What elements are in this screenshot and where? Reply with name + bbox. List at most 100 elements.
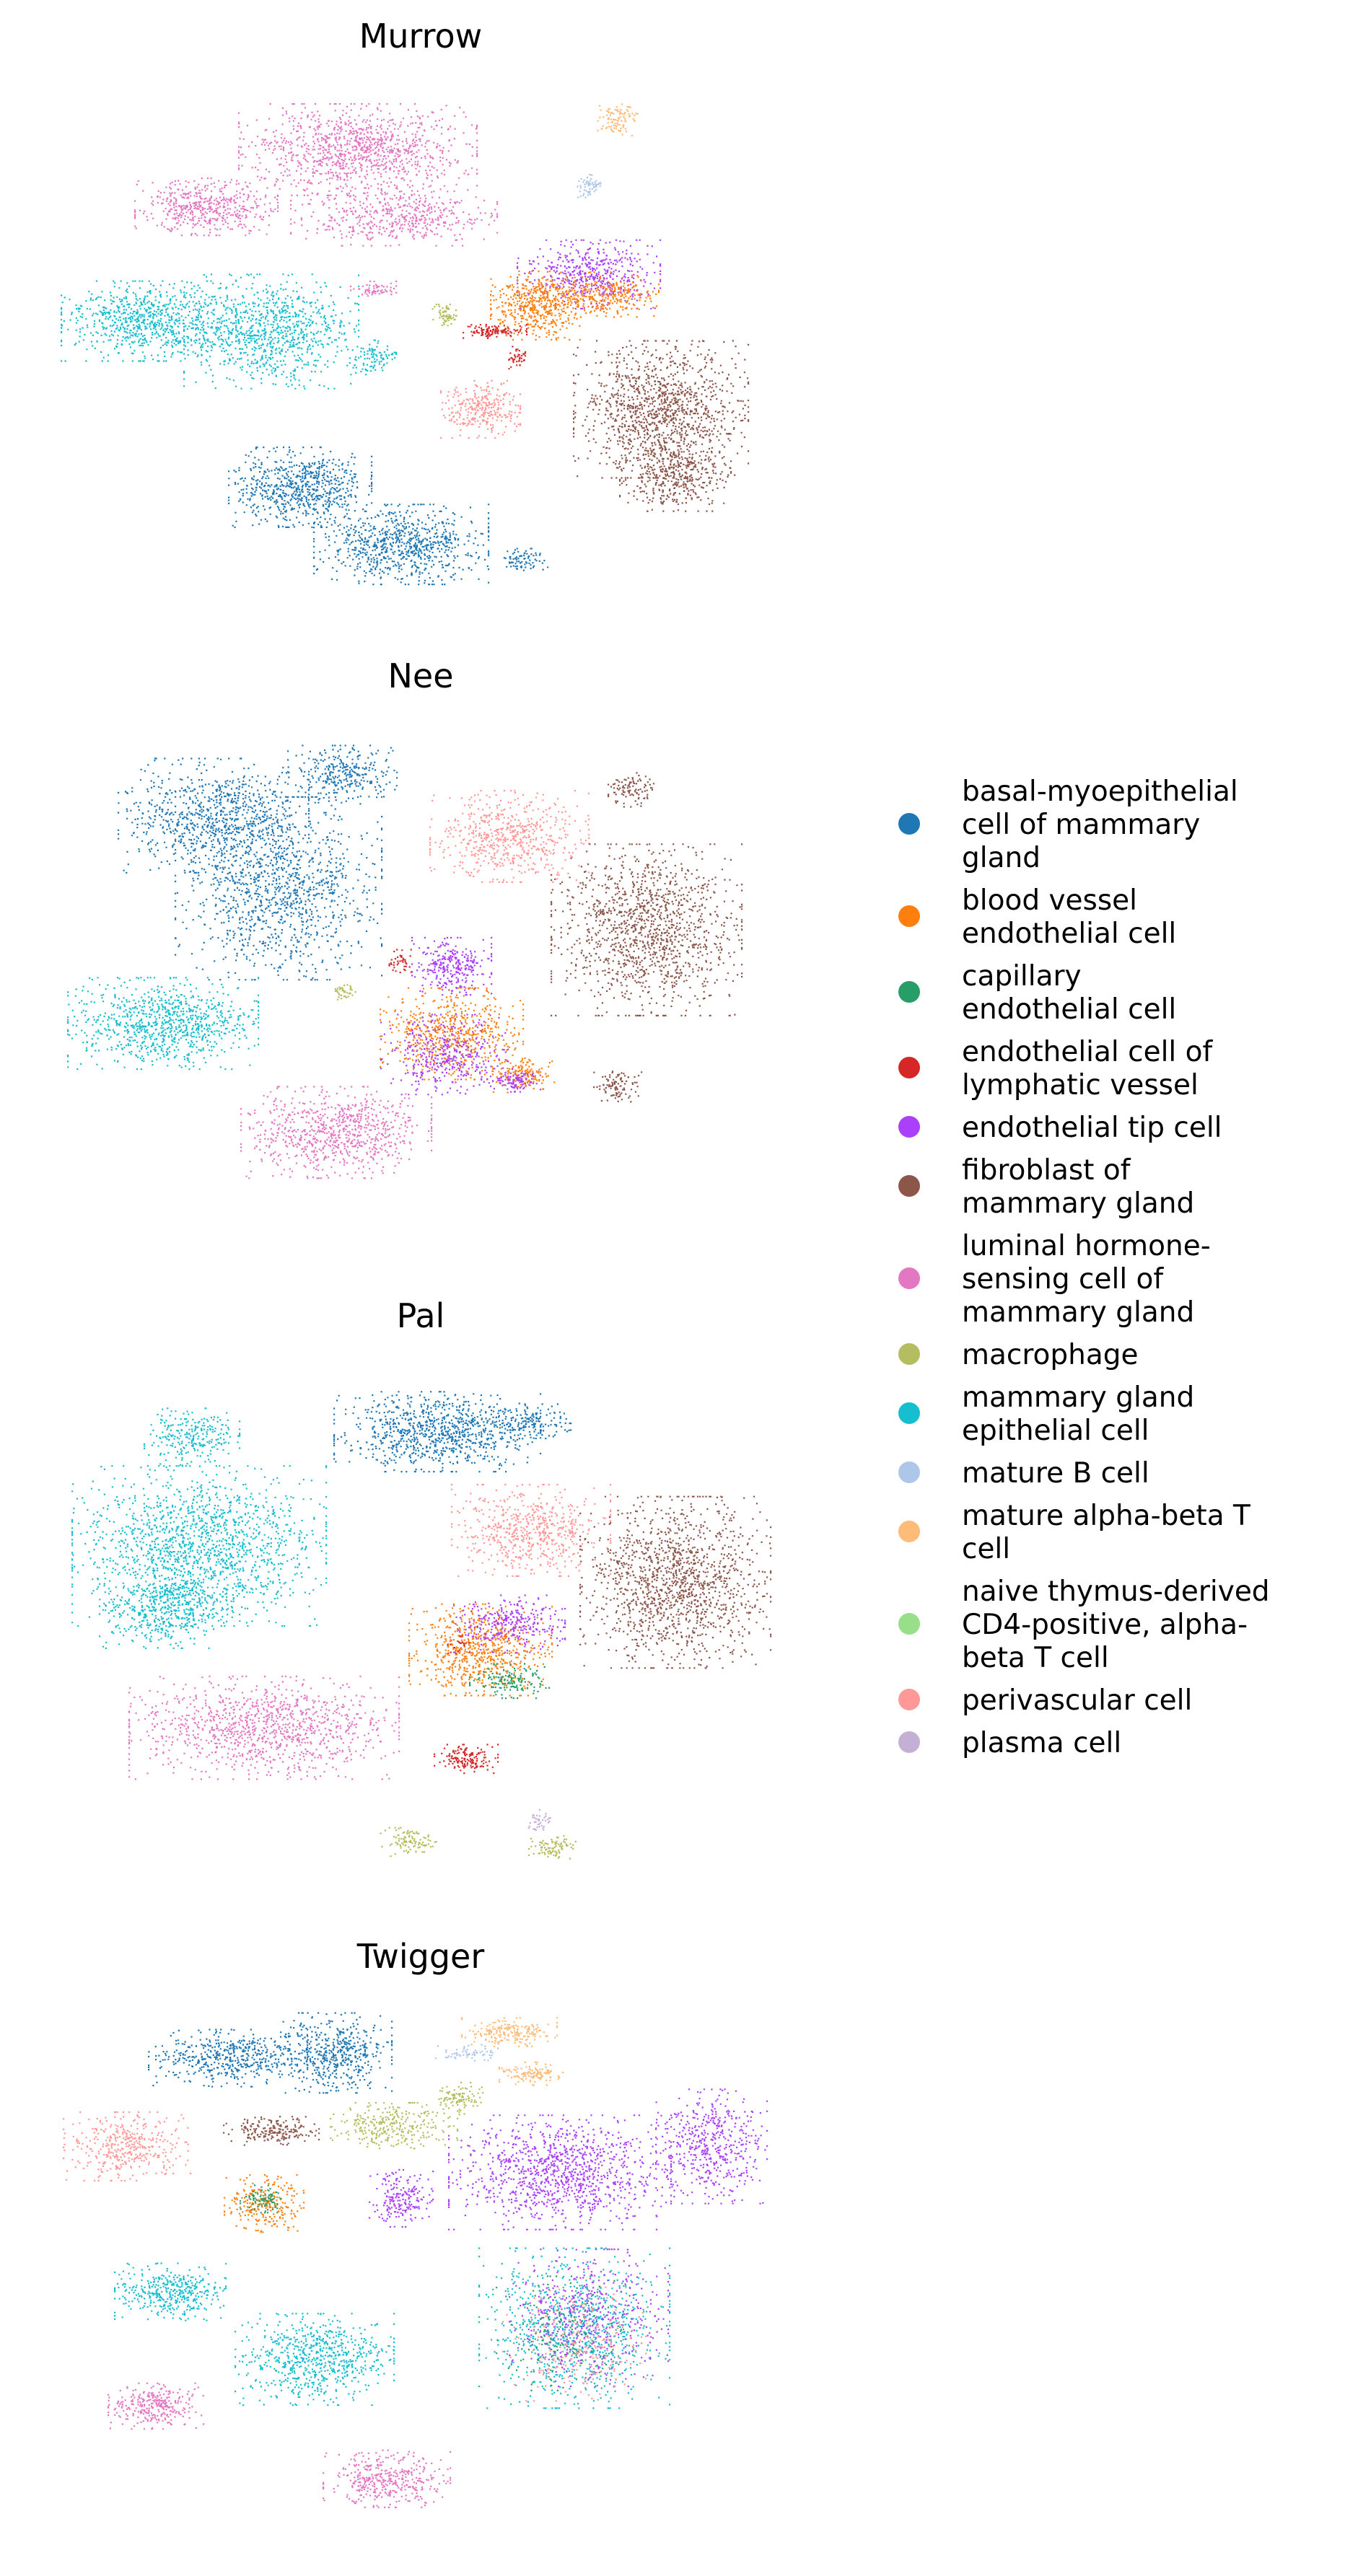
cluster-points — [380, 1014, 509, 1096]
legend-label: mature B cell — [962, 1457, 1149, 1490]
cluster-4-13 — [448, 2114, 672, 2230]
legend-entry: capillary endothelial cell — [898, 960, 1176, 1026]
cluster-2-15 — [388, 949, 413, 974]
cluster-points — [527, 1808, 551, 1831]
cluster-points — [388, 949, 413, 974]
legend-entry: basal-myoepithelial cell of mammary gland — [898, 775, 1238, 874]
cluster-points — [61, 280, 237, 362]
cluster-points — [280, 2012, 393, 2094]
cluster-2-1 — [118, 757, 310, 874]
cluster-points — [463, 323, 528, 340]
legend-marker — [898, 981, 920, 1003]
legend-marker — [898, 1175, 920, 1197]
cluster-3-1 — [333, 1391, 542, 1473]
cluster-4-19 — [502, 2285, 647, 2402]
cluster-4-22 — [323, 2449, 452, 2508]
legend: basal-myoepithelial cell of mammary gland b… — [898, 775, 1270, 1759]
cluster-points — [502, 2285, 647, 2402]
cluster-2-2 — [175, 796, 383, 981]
cluster-2-3 — [287, 744, 398, 804]
legend-entry: mammary gland epithelial cell — [898, 1381, 1194, 1447]
cluster-points — [508, 346, 527, 370]
panel-title-twigger: Twigger — [356, 1937, 485, 1976]
cluster-3-8 — [408, 1603, 553, 1697]
cluster-points — [349, 280, 398, 297]
cluster-points — [431, 304, 457, 327]
cluster-points — [349, 339, 398, 376]
cluster-4-9 — [63, 2111, 192, 2182]
legend-entry: plasma cell — [898, 1727, 1121, 1759]
legend-label: basal-myoepithelial cell of mammary gland — [962, 775, 1238, 874]
cluster-4-4 — [499, 2061, 564, 2086]
cluster-4-18 — [509, 2248, 670, 2388]
cluster-points — [655, 2088, 768, 2204]
cluster-4-15 — [114, 2262, 227, 2321]
cluster-4-1 — [148, 2028, 309, 2088]
cluster-2-16 — [334, 984, 356, 1001]
cluster-1-19 — [431, 304, 457, 327]
legend-entry: endothelial tip cell — [898, 1112, 1222, 1144]
legend-label: naive thymus-derived CD4-positive, alpha-… — [962, 1575, 1270, 1674]
scatter-area-nee — [67, 744, 743, 1179]
cluster-1-8 — [228, 447, 373, 528]
cluster-3-9 — [453, 1594, 566, 1653]
cluster-3-12 — [128, 1675, 400, 1780]
cluster-points — [63, 2111, 192, 2182]
cluster-2-10 — [411, 936, 493, 996]
cluster-1-21 — [577, 174, 602, 198]
scatter-area-twigger — [63, 2012, 768, 2508]
legend-marker — [898, 1343, 920, 1365]
legend-marker — [898, 1689, 920, 1710]
cluster-3-4 — [99, 1568, 228, 1649]
cluster-4-17 — [478, 2247, 671, 2409]
cluster-points — [547, 271, 660, 318]
panel-title-pal: Pal — [397, 1296, 445, 1335]
legend-label: macrophage — [962, 1339, 1139, 1371]
cluster-3-7 — [579, 1495, 772, 1669]
cluster-points — [478, 2247, 671, 2409]
cluster-points — [240, 2184, 282, 2214]
cluster-points — [490, 270, 587, 341]
cluster-points — [448, 2114, 672, 2230]
cluster-points — [183, 273, 360, 390]
panel-title-murrow: Murrow — [359, 17, 483, 56]
scatter-area-pal — [71, 1391, 772, 1860]
cluster-points — [108, 2382, 205, 2430]
cluster-points — [496, 2275, 622, 2391]
panel-pal: Pal — [71, 1296, 772, 1860]
scatter-area-murrow — [61, 103, 750, 586]
cluster-points — [330, 2101, 459, 2150]
cluster-3-15 — [527, 1808, 551, 1831]
cluster-points — [175, 796, 383, 981]
cluster-points — [577, 174, 602, 198]
cluster-3-6 — [451, 1484, 612, 1577]
cluster-points — [491, 1403, 572, 1440]
cluster-points — [235, 2313, 395, 2406]
cluster-4-12 — [369, 2168, 434, 2228]
cluster-1-2 — [134, 177, 279, 237]
cluster-2-14 — [492, 1068, 542, 1093]
legend-label: endothelial tip cell — [962, 1112, 1222, 1144]
legend-entry: endothelial cell of lymphatic vessel — [898, 1036, 1213, 1102]
cluster-points — [492, 1068, 542, 1093]
cluster-4-8 — [223, 2116, 320, 2146]
legend-label: capillary endothelial cell — [962, 960, 1176, 1026]
legend-entry: blood vessel endothelial cell — [898, 884, 1176, 950]
cluster-points — [434, 2044, 499, 2062]
legend-label: luminal hormone-sensing cell of mammary g… — [962, 1230, 1211, 1329]
cluster-points — [411, 936, 493, 996]
cluster-points — [67, 977, 260, 1071]
cluster-points — [408, 1603, 553, 1697]
cluster-1-4 — [61, 280, 237, 362]
cluster-4-5 — [434, 2044, 499, 2062]
cluster-1-3 — [290, 188, 499, 247]
cluster-1-10 — [503, 548, 549, 571]
legend-entry: luminal hormone-sensing cell of mammary g… — [898, 1230, 1211, 1329]
legend-marker — [898, 1731, 920, 1753]
cluster-3-5 — [144, 1407, 241, 1467]
legend-entry: perivascular cell — [898, 1684, 1192, 1717]
legend-marker — [898, 1057, 920, 1078]
cluster-points — [453, 1594, 566, 1653]
cluster-2-7 — [593, 1071, 643, 1103]
